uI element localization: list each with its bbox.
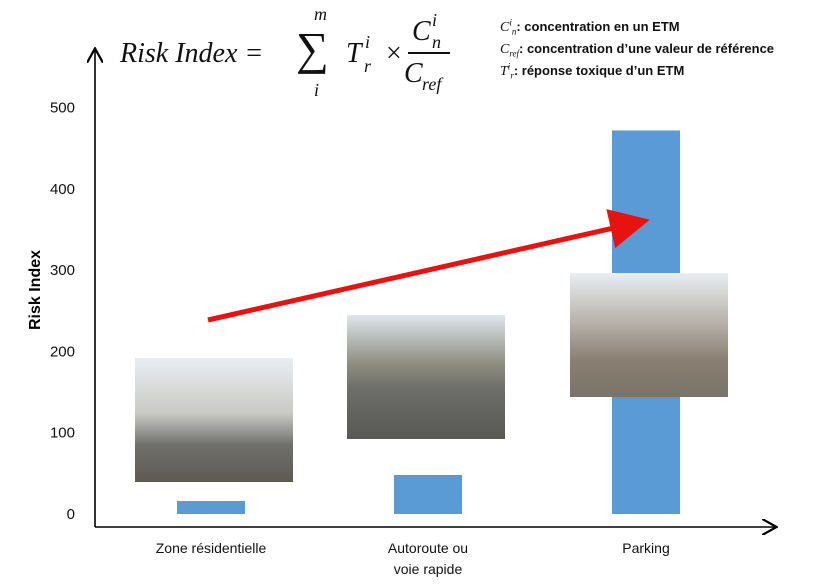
note: Cref: concentration d’une valeur de réfé… [500,38,774,60]
y-tick-label: 0 [67,506,75,523]
formula-sum-top: m [314,4,327,24]
formula-den-sub: ref [422,74,442,94]
formula-term-sup: i [365,32,371,52]
x-tick-label: Zone résidentielle [155,540,267,556]
bar [394,474,462,514]
photo [347,315,505,439]
x-tick-label: Parking [622,540,670,556]
formula-left: Risk Index = [120,38,264,69]
formula-num: C [412,16,431,47]
note-sub: ref [509,48,520,59]
y-tick-label: 200 [50,343,75,360]
notes: Cin: concentration en un ETM Cref: concen… [500,16,774,82]
note-text: : concentration en un ETM [516,19,680,34]
formula-term-sub: r [364,56,372,76]
photo [135,358,293,482]
note-symbol: C [500,20,510,35]
note: Tir: réponse toxique d’un ETM [500,60,774,82]
y-tick-label: 400 [50,181,75,198]
note-text: : concentration d’une valeur de référenc… [519,41,775,56]
note-sup: i [507,61,511,72]
fraction-bar [408,52,450,54]
y-tick-label: 300 [50,262,75,279]
formula-sum: ∑ [296,23,329,74]
y-tick-label: 500 [50,100,75,117]
formula-times: × [386,38,402,69]
photo [570,273,728,397]
bar [177,500,245,514]
trend-arrow [207,209,650,323]
note-text: : réponse toxique d’un ETM [513,63,685,78]
y-axis-label: Risk Index [27,250,44,330]
y-tick-label: 100 [50,425,75,442]
formula-num-sub: n [432,32,441,52]
note-symbol: C [500,42,510,57]
note-sup: i [509,17,512,28]
formula-den: C [404,58,423,89]
formula-num-sup: i [432,10,438,30]
note-symbol: T [500,64,508,79]
formula-term: T [346,38,362,69]
note-sub: n [511,26,517,37]
x-tick-label: Autoroute ou voie rapide [387,540,469,577]
note-sub: r [510,70,514,81]
formula-sum-bottom: i [314,80,320,100]
note: Cin: concentration en un ETM [500,16,774,38]
